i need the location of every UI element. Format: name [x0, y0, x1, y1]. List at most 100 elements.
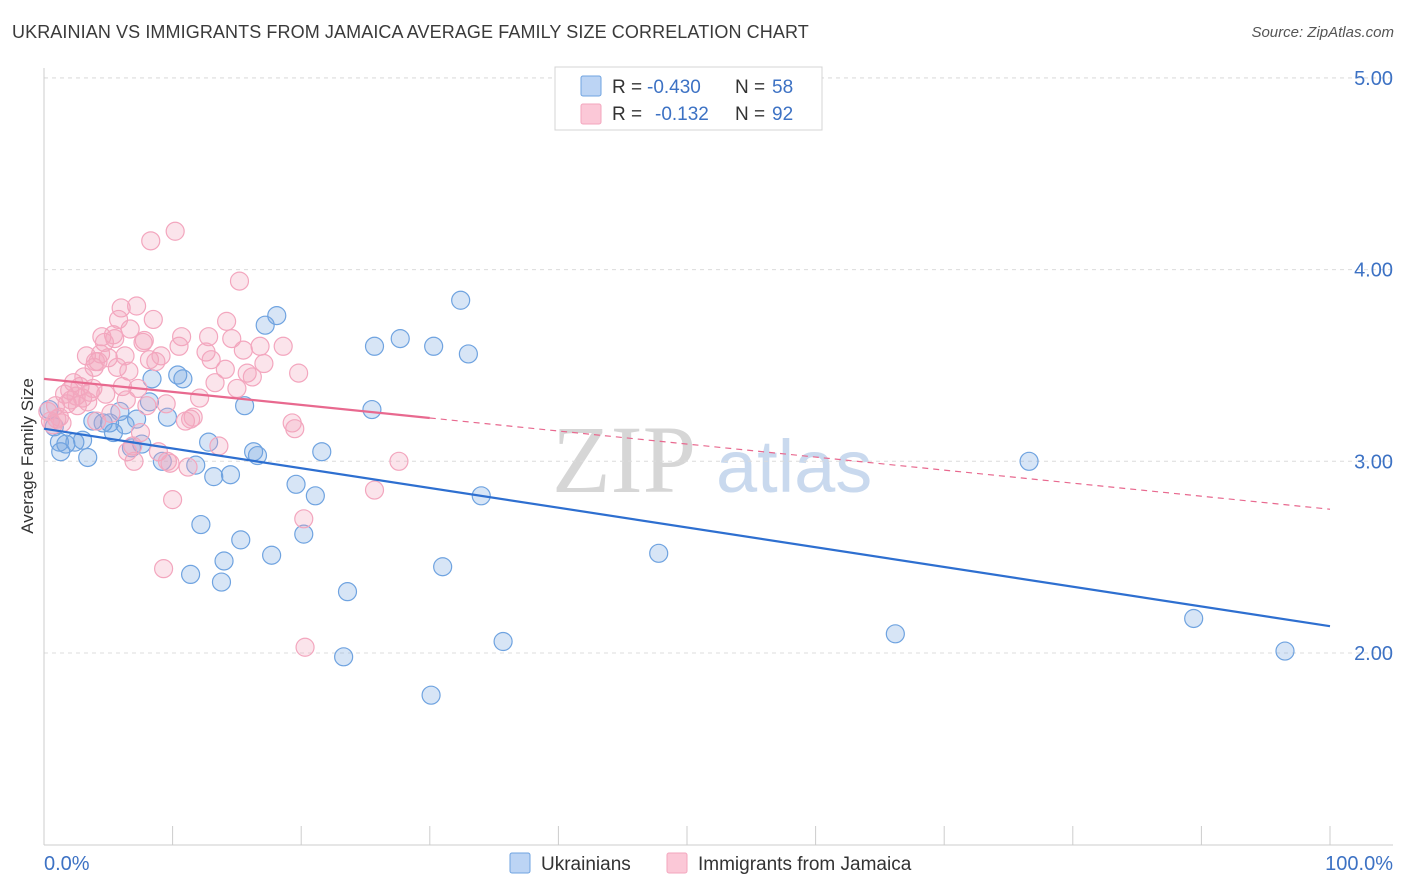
y-tick-label: 2.00 [1354, 643, 1393, 665]
y-tick-label: 3.00 [1354, 451, 1393, 473]
point-jamaica [101, 403, 121, 423]
point-ukrainians [220, 465, 241, 485]
point-jamaica [254, 353, 274, 374]
point-jamaica [111, 298, 131, 318]
point-jamaica [201, 350, 221, 370]
point-jamaica [242, 367, 262, 387]
legend-n-label-1: N = [735, 77, 765, 98]
bottom-legend-label-jamaica: Immigrants from Jamaica [698, 854, 912, 875]
point-jamaica [156, 394, 176, 414]
watermark-zip: ZIP [552, 406, 696, 513]
point-ukrainians [421, 685, 441, 705]
legend-r-value-2: -0.132 [655, 104, 709, 125]
point-ukrainians [231, 530, 251, 550]
point-ukrainians [294, 524, 314, 544]
point-ukrainians [211, 572, 232, 592]
legend-r-label-1: R = [612, 77, 642, 98]
point-jamaica [250, 336, 270, 356]
point-ukrainians [103, 422, 124, 443]
y-tick-labels: 2.00 3.00 4.00 5.00 [1354, 68, 1393, 665]
bottom-legend-swatch-ukrainians [509, 852, 531, 874]
point-ukrainians [1275, 641, 1295, 661]
point-ukrainians [235, 396, 255, 416]
legend-n-value-1: 58 [772, 77, 793, 98]
data-points [38, 221, 1295, 705]
point-jamaica [146, 352, 166, 372]
point-jamaica [52, 413, 72, 433]
point-ukrainians [152, 451, 172, 471]
point-ukrainians [312, 442, 332, 462]
watermark: ZIP atlas [552, 406, 872, 513]
point-ukrainians [337, 582, 358, 602]
point-jamaica [183, 407, 203, 427]
point-jamaica [137, 396, 157, 416]
point-jamaica [389, 451, 409, 471]
trend-line-jamaica [43, 377, 430, 420]
point-jamaica [96, 384, 116, 404]
point-ukrainians [390, 329, 410, 349]
point-jamaica [222, 329, 242, 349]
point-jamaica [294, 509, 314, 529]
top-legend: R = -0.430 N = 58 R = -0.132 N = 92 [554, 66, 823, 131]
point-ukrainians [305, 486, 325, 506]
point-ukrainians [181, 564, 201, 585]
x-ticks [43, 826, 1331, 845]
point-ukrainians [168, 365, 188, 385]
point-jamaica [115, 346, 135, 366]
point-ukrainians [458, 344, 478, 364]
point-jamaica [160, 453, 180, 473]
point-jamaica [199, 327, 219, 347]
point-ukrainians [493, 631, 513, 652]
legend-swatch-ukrainians [580, 75, 602, 97]
trend-line-jamaica-extension [429, 417, 1331, 510]
point-jamaica [163, 490, 183, 510]
point-jamaica [119, 361, 139, 381]
point-ukrainians [649, 543, 669, 563]
point-jamaica [190, 388, 210, 408]
point-ukrainians [262, 545, 282, 565]
point-jamaica [124, 451, 144, 471]
point-ukrainians [204, 467, 224, 487]
point-jamaica [134, 330, 154, 351]
bottom-legend: Ukrainians Immigrants from Jamaica [509, 852, 912, 875]
point-jamaica [130, 422, 151, 443]
legend-r-value-1: -0.430 [647, 77, 701, 98]
point-jamaica [72, 388, 93, 408]
point-ukrainians [334, 647, 354, 667]
point-ukrainians [362, 399, 382, 420]
point-jamaica [126, 296, 147, 316]
point-jamaica [107, 357, 127, 377]
point-jamaica [217, 311, 237, 331]
point-jamaica [285, 419, 305, 439]
point-ukrainians [1019, 451, 1039, 471]
trend-lines [43, 377, 1331, 628]
point-ukrainians [115, 415, 135, 435]
point-jamaica [178, 457, 198, 477]
point-jamaica [153, 559, 174, 579]
point-ukrainians [1184, 608, 1204, 629]
point-ukrainians [433, 557, 453, 577]
point-jamaica [143, 309, 163, 330]
point-ukrainians [267, 306, 287, 326]
point-ukrainians [451, 290, 471, 310]
point-jamaica [141, 231, 161, 251]
point-jamaica [289, 363, 309, 383]
point-ukrainians [191, 514, 211, 535]
point-ukrainians [173, 369, 193, 389]
point-jamaica [227, 378, 247, 399]
point-jamaica [237, 363, 257, 383]
x-tick-label-max: 100.0% [1325, 853, 1393, 875]
point-jamaica [233, 340, 253, 360]
watermark-atlas: atlas [716, 425, 872, 508]
point-ukrainians [214, 551, 234, 571]
chart-title: UKRAINIAN VS IMMIGRANTS FROM JAMAICA AVE… [12, 22, 809, 42]
point-jamaica [209, 436, 229, 456]
legend-swatch-jamaica [580, 103, 602, 125]
legend-n-value-2: 92 [772, 104, 793, 125]
point-ukrainians [364, 336, 385, 356]
point-jamaica [215, 359, 235, 379]
point-jamaica [295, 637, 315, 657]
point-jamaica [85, 352, 106, 372]
point-jamaica [364, 480, 385, 500]
